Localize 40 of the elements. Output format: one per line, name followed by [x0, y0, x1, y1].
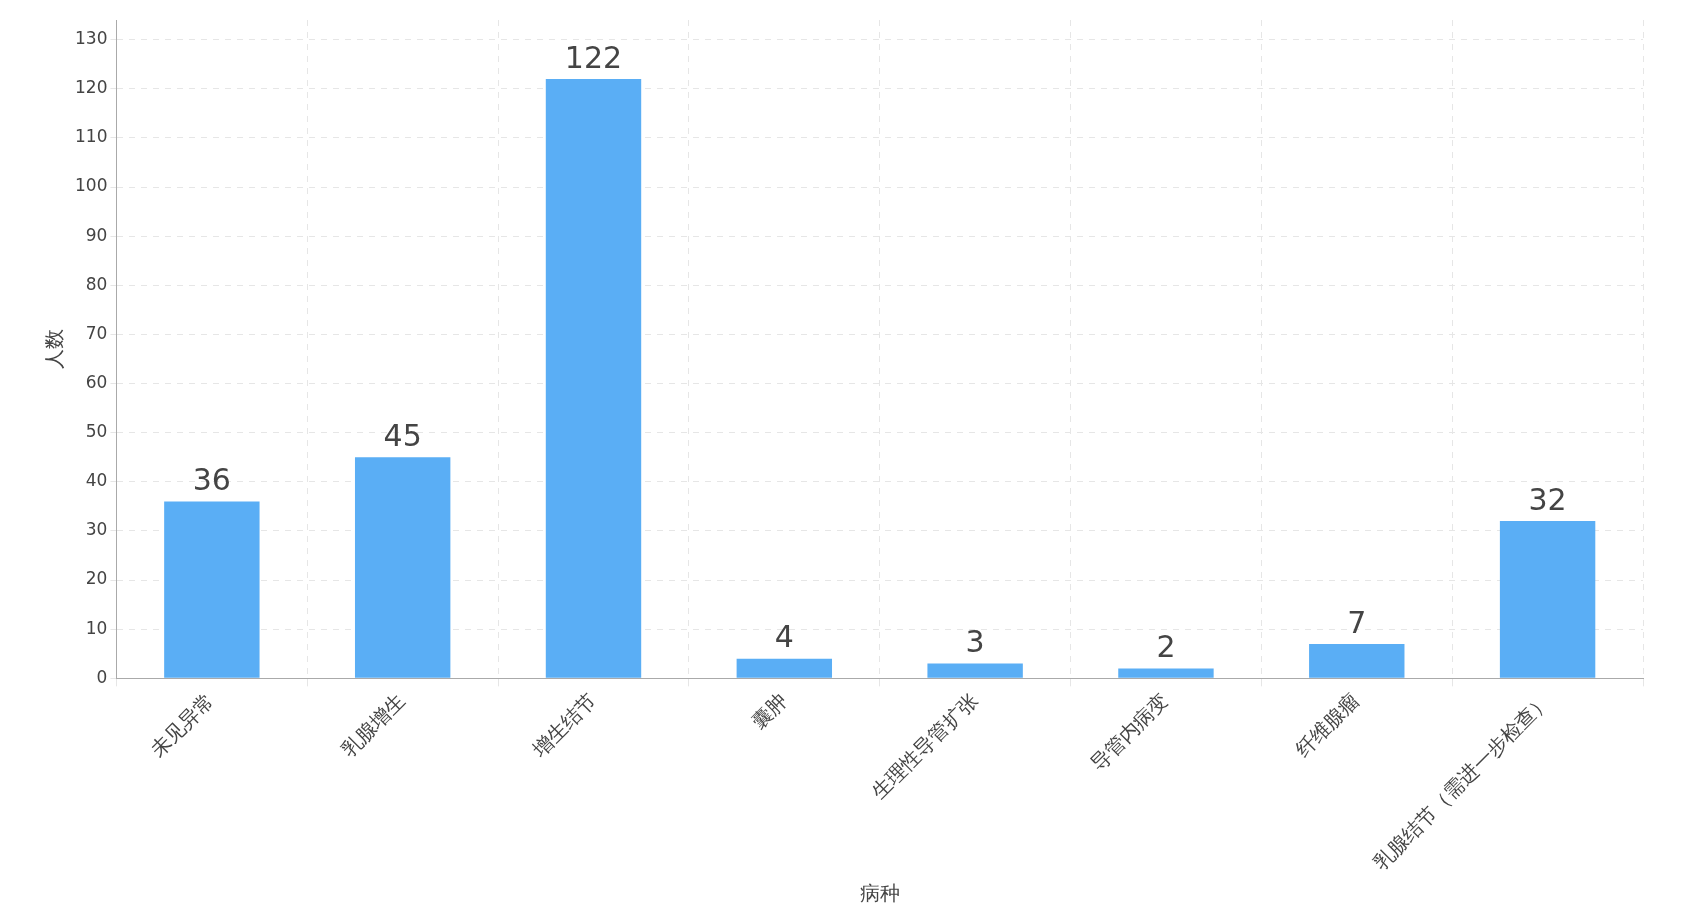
y-tick-label: 10: [85, 617, 108, 638]
bar: [1499, 521, 1596, 678]
y-tick-label: 70: [85, 322, 108, 343]
y-tick-label: 120: [74, 77, 108, 98]
y-tick-label: 130: [74, 28, 108, 49]
y-tick-label: 90: [85, 224, 108, 245]
bar: [545, 78, 642, 678]
bar: [1309, 643, 1405, 678]
y-tick-label: 50: [85, 421, 108, 442]
bar: [927, 663, 1023, 678]
x-axis-title: 病种: [859, 881, 900, 906]
y-tick-label: 20: [85, 568, 108, 589]
bar: [736, 658, 833, 678]
data-label: 3: [965, 624, 985, 660]
y-tick-label: 100: [74, 175, 108, 196]
y-tick-label: 110: [74, 126, 108, 147]
bar: [164, 501, 260, 678]
data-label: 2: [1156, 629, 1176, 665]
x-tick-label: 乳腺增生: [336, 688, 410, 762]
x-tick-label: 增生结节: [526, 688, 601, 763]
data-label: 36: [192, 462, 231, 498]
data-label: 7: [1347, 604, 1367, 640]
data-label: 4: [774, 619, 794, 655]
data-label: 122: [564, 39, 623, 75]
y-tick-label: 0: [96, 666, 108, 687]
x-tick-label: 未见异常: [145, 688, 220, 762]
bar: [1118, 668, 1214, 678]
x-tick-label: 生理性导管扩张: [866, 688, 983, 805]
y-tick-label: 40: [85, 470, 108, 491]
y-tick-label: 60: [85, 371, 108, 392]
data-label: 32: [1528, 481, 1567, 517]
x-tick-label: 囊肿: [746, 688, 792, 734]
bar: [354, 457, 451, 678]
x-tick-label: 乳腺结节（需进一步检查）: [1368, 688, 1555, 875]
data-label: 45: [383, 418, 422, 454]
x-tick-label: 导管内病变: [1085, 688, 1174, 776]
y-tick-label: 80: [85, 273, 108, 294]
y-axis-title: 人数: [42, 329, 67, 370]
x-tick-label: 纤维腺瘤: [1290, 688, 1364, 762]
y-tick-label: 30: [85, 519, 108, 540]
